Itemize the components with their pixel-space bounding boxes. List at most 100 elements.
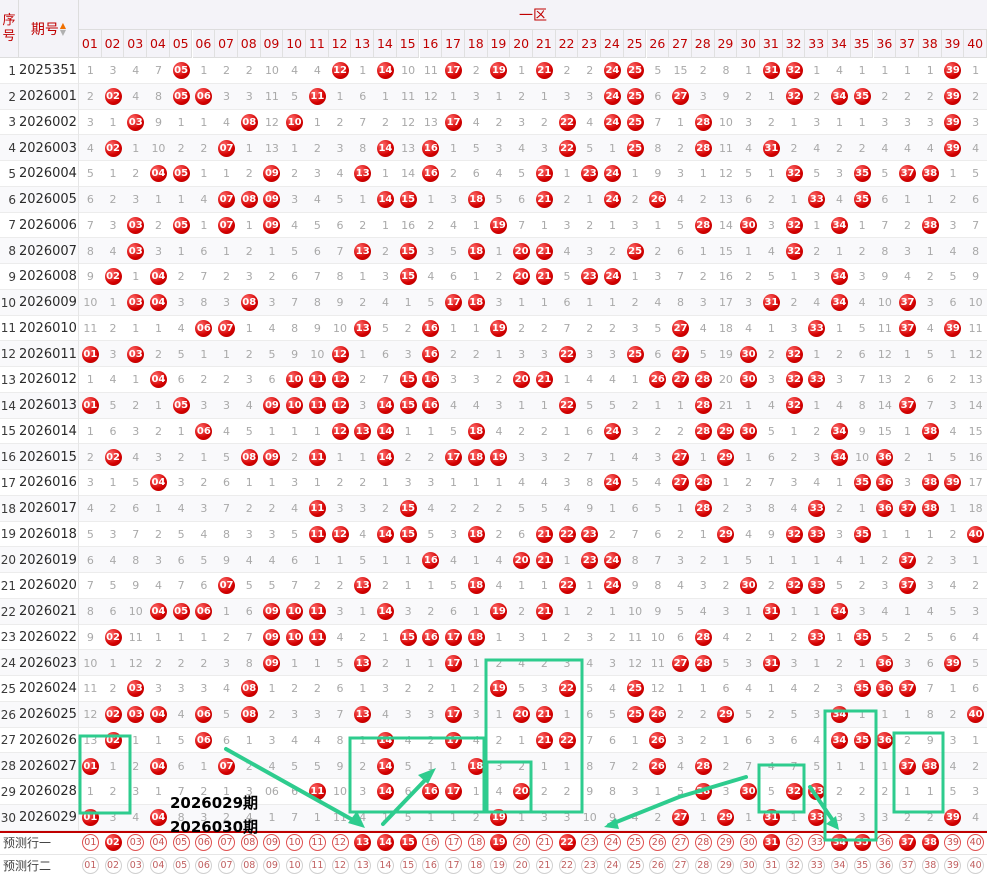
predict-ball-26[interactable]: 26 [649,833,667,851]
predict-ball-17[interactable]: 17 [445,833,463,851]
miss-count: 3 [563,811,571,825]
predict-ball-05[interactable]: 05 [172,833,190,851]
drawn-ball-12: 12 [331,525,349,543]
predict-ball-09[interactable]: 09 [263,856,281,874]
predict-ball-10[interactable]: 10 [286,856,304,874]
predict-ball-30[interactable]: 30 [740,833,758,851]
predict-ball-27[interactable]: 27 [672,833,690,851]
predict-ball-31[interactable]: 31 [762,833,780,851]
predict-ball-22[interactable]: 22 [558,833,576,851]
predict-ball-16[interactable]: 16 [422,856,440,874]
predict-ball-19[interactable]: 19 [490,833,508,851]
predict-ball-28[interactable]: 28 [694,833,712,851]
predict-ball-23[interactable]: 23 [581,833,599,851]
predict-ball-18[interactable]: 18 [467,833,485,851]
predict-ball-13[interactable]: 13 [354,833,372,851]
predict-ball-11[interactable]: 11 [308,833,326,851]
period-header[interactable]: 期号 ▲ ▼ [19,0,79,58]
predict-ball-37[interactable]: 37 [899,856,917,874]
predict-ball-37[interactable]: 37 [899,833,917,851]
miss-count: 2 [972,90,980,104]
predict-ball-21[interactable]: 21 [535,856,553,874]
predict-ball-38[interactable]: 38 [921,856,939,874]
predict-ball-09[interactable]: 09 [263,833,281,851]
column-header-33: 33 [805,30,829,58]
predict-ball-11[interactable]: 11 [308,856,326,874]
predict-ball-13[interactable]: 13 [354,856,372,874]
predict-ball-15[interactable]: 15 [399,833,417,851]
predict-ball-05[interactable]: 05 [172,856,190,874]
predict-ball-08[interactable]: 08 [240,856,258,874]
predict-ball-01[interactable]: 01 [81,833,99,851]
predict-ball-35[interactable]: 35 [853,833,871,851]
predict-ball-18[interactable]: 18 [467,856,485,874]
predict-ball-02[interactable]: 02 [104,856,122,874]
predict-ball-14[interactable]: 14 [376,856,394,874]
predict-ball-33[interactable]: 33 [808,856,826,874]
predict-ball-23[interactable]: 23 [581,856,599,874]
miss-count: 5 [722,656,730,670]
predict-ball-25[interactable]: 25 [626,833,644,851]
miss-count: 1 [904,193,912,207]
predict-ball-24[interactable]: 24 [603,833,621,851]
predict-ball-39[interactable]: 39 [944,833,962,851]
predict-ball-19[interactable]: 19 [490,856,508,874]
miss-count: 8 [336,270,344,284]
predict-ball-15[interactable]: 15 [399,856,417,874]
predict-ball-01[interactable]: 01 [81,856,99,874]
predict-ball-29[interactable]: 29 [717,833,735,851]
miss-count: 1 [245,476,253,490]
predict-ball-04[interactable]: 04 [149,856,167,874]
predict-ball-03[interactable]: 03 [127,833,145,851]
drawn-ball-34: 34 [830,448,848,466]
miss-count: 1 [813,218,821,232]
predict-ball-36[interactable]: 36 [876,856,894,874]
predict-ball-08[interactable]: 08 [240,833,258,851]
predict-ball-40[interactable]: 40 [967,856,985,874]
miss-count: 2 [722,759,730,773]
miss-count: 2 [450,167,458,181]
predict-ball-20[interactable]: 20 [513,856,531,874]
predict-ball-31[interactable]: 31 [762,856,780,874]
predict-ball-07[interactable]: 07 [218,856,236,874]
predict-ball-32[interactable]: 32 [785,833,803,851]
sort-arrows-icon[interactable]: ▲ ▼ [59,20,67,37]
predict-ball-25[interactable]: 25 [626,856,644,874]
predict-ball-02[interactable]: 02 [104,833,122,851]
predict-ball-34[interactable]: 34 [830,833,848,851]
predict-ball-20[interactable]: 20 [513,833,531,851]
predict-ball-03[interactable]: 03 [127,856,145,874]
predict-ball-06[interactable]: 06 [195,833,213,851]
predict-ball-29[interactable]: 29 [717,856,735,874]
miss-count: 5 [427,527,435,541]
predict-ball-07[interactable]: 07 [218,833,236,851]
predict-ball-06[interactable]: 06 [195,856,213,874]
predict-ball-35[interactable]: 35 [853,856,871,874]
predict-ball-17[interactable]: 17 [445,856,463,874]
predict-ball-28[interactable]: 28 [694,856,712,874]
predict-ball-34[interactable]: 34 [830,856,848,874]
miss-count: 7 [200,270,208,284]
predict-ball-36[interactable]: 36 [876,833,894,851]
predict-ball-38[interactable]: 38 [921,833,939,851]
miss-count: 1 [200,167,208,181]
predict-ball-24[interactable]: 24 [603,856,621,874]
miss-count: 1 [359,733,367,747]
predict-ball-27[interactable]: 27 [672,856,690,874]
predict-ball-12[interactable]: 12 [331,833,349,851]
predict-ball-30[interactable]: 30 [740,856,758,874]
predict-ball-22[interactable]: 22 [558,856,576,874]
predict-ball-26[interactable]: 26 [649,856,667,874]
predict-ball-33[interactable]: 33 [808,833,826,851]
predict-ball-04[interactable]: 04 [149,833,167,851]
predict-ball-32[interactable]: 32 [785,856,803,874]
predict-ball-14[interactable]: 14 [376,833,394,851]
predict-ball-10[interactable]: 10 [286,833,304,851]
predict-ball-12[interactable]: 12 [331,856,349,874]
row-index: 21 [0,578,16,593]
drawn-ball-05: 05 [172,216,190,234]
predict-ball-16[interactable]: 16 [422,833,440,851]
predict-ball-21[interactable]: 21 [535,833,553,851]
predict-ball-40[interactable]: 40 [967,833,985,851]
predict-ball-39[interactable]: 39 [944,856,962,874]
